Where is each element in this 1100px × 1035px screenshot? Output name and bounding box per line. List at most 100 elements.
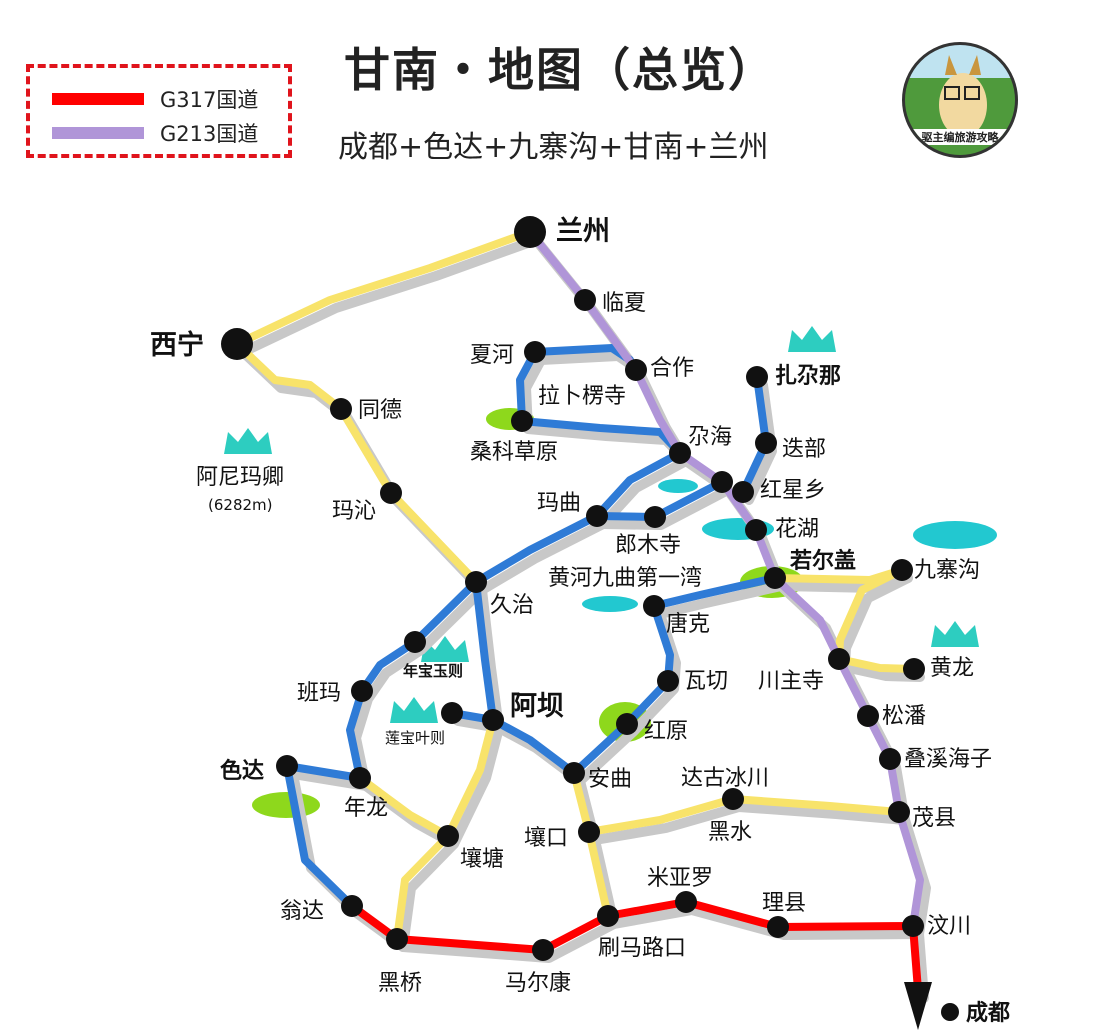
city-dot [514,216,546,248]
place-label: 黑桥 [378,971,422,996]
city-dot [745,519,767,541]
city-dot [879,748,901,770]
city-dot [625,359,647,381]
mountain-icon [931,621,979,647]
city-dot [902,915,924,937]
place-label: 川主寺 [758,669,824,694]
yellow-road [570,769,612,920]
place-label: 米亚罗 [647,866,713,891]
city-dot [351,680,373,702]
place-label: 叠溪海子 [904,747,992,772]
place-label: 迭部 [782,437,826,462]
place-label: 成都 [966,1001,1010,1026]
place-label: 达古冰川 [681,766,769,791]
place-label: 刷马路口 [598,936,686,961]
place-label: 茂县 [912,806,956,831]
city-dot [891,559,913,581]
yellow-road [393,832,452,943]
place-label: 汶川 [927,914,971,939]
place-label: 玛曲 [537,491,581,516]
place-label: 黑水 [708,820,752,845]
place-label: 马尔康 [505,971,571,996]
place-label: 拉卜楞寺 [538,384,626,409]
arrow-down-icon [904,982,932,1030]
place-label: 理县 [762,891,806,916]
grassland [252,792,320,818]
city-dot [341,895,363,917]
place-label: 黄河九曲第一湾 [548,566,702,591]
road-shadow [351,585,487,791]
place-label: 桑科草原 [470,440,558,465]
city-dot [532,939,554,961]
blue-road [516,348,684,457]
road-shadow [238,235,541,357]
legend-label: G317国道 [160,88,259,112]
city-dot [764,567,786,589]
place-label: 扎尕那 [775,364,841,389]
city-dot [524,341,546,363]
red-road [348,898,922,994]
city-dot [941,1003,959,1021]
blue-road [283,762,356,910]
logo: 驱主编旅游攻略 [902,42,1018,158]
city-dot [578,821,600,843]
city-dot [465,571,487,593]
mountain-icon [224,428,272,454]
place-label: 瓦切 [684,669,728,694]
logo-text: 驱主编旅游攻略 [905,129,1015,145]
lake [658,479,698,493]
legend-label: G213国道 [160,122,259,146]
city-dot [746,366,768,388]
blue-road [283,762,364,782]
yellow-road [233,340,480,586]
place-label: 花湖 [775,517,819,542]
mountain-icon [421,636,469,662]
city-dot [563,762,585,784]
place-label: 色达 [220,758,264,784]
city-dot [437,825,459,847]
city-dot [644,506,666,528]
city-dot [597,905,619,927]
road-shadow [398,839,459,952]
mountain-icon [788,326,836,352]
lake [582,596,638,612]
city-dot [221,328,253,360]
place-label: 九寨沟 [914,558,980,583]
city-dot [767,916,789,938]
page-title: 甘南・地图（总览） [344,43,776,97]
city-dot [276,755,298,777]
city-dot [482,709,504,731]
city-dot [711,471,733,493]
city-dot [349,767,371,789]
page-subtitle: 成都+色达+九寨沟+甘南+兰州 [338,130,769,165]
place-label: 阿尼玛卿 [196,465,284,490]
city-dot [643,595,665,617]
alpaca-icon [939,55,987,137]
place-label: (6282m) [208,496,273,514]
city-dot [380,482,402,504]
place-label: 唐克 [666,612,710,637]
city-dot [574,289,596,311]
place-label: 壤塘 [460,847,504,872]
place-label: 班玛 [297,681,341,706]
place-label: 翁达 [280,899,324,924]
place-label: 黄龙 [930,656,974,681]
city-dot [722,788,744,810]
place-label: 松潘 [882,704,926,729]
city-dot [616,713,638,735]
yellow-road [233,228,534,348]
city-dot [903,658,925,680]
place-label: 夏河 [470,343,514,368]
place-label: 若尔盖 [790,548,856,574]
place-label: 年龙 [344,796,388,821]
place-label: 久治 [490,593,534,618]
blue-road [346,578,480,782]
place-label: 合作 [650,356,694,381]
place-label: 郎木寺 [615,533,681,558]
place-label: 西宁 [150,329,204,361]
place-label: 兰州 [556,216,610,247]
city-dot [828,648,850,670]
city-dot [441,702,463,724]
